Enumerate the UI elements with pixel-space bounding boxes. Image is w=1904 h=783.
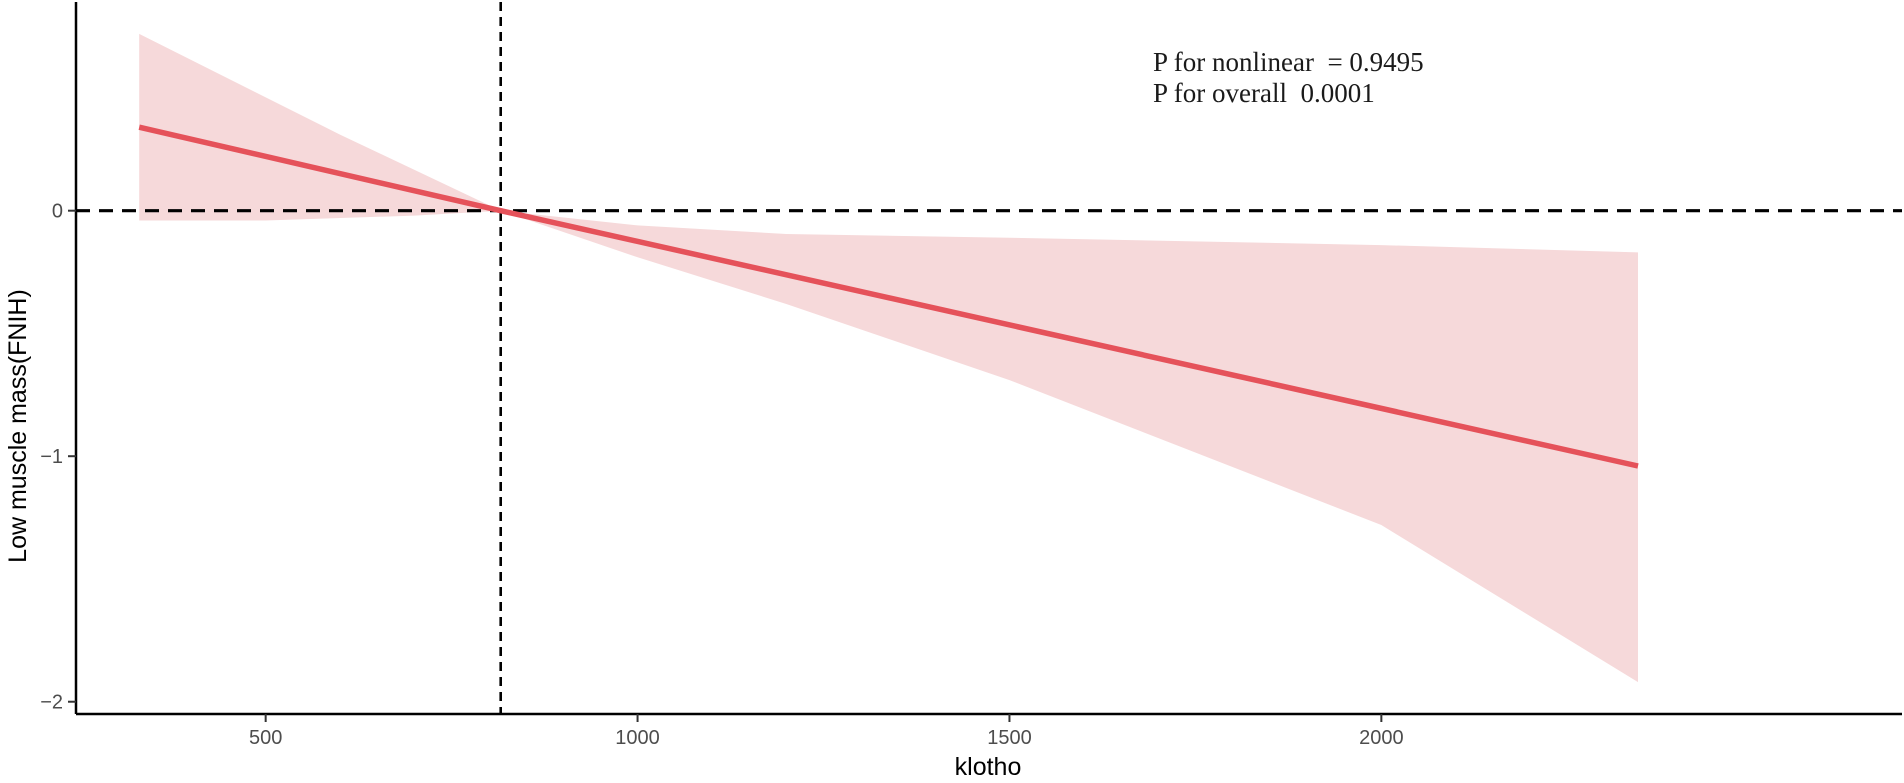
x-tick-label-1000: 1000 <box>615 727 660 749</box>
fit-line <box>138 124 1639 469</box>
confidence-band <box>139 33 1639 683</box>
y-tick-label--1: −1 <box>40 446 63 468</box>
axes-layer: 500 1000 1500 2000 0 −1 −2 <box>40 2 1902 749</box>
reference-lines-layer <box>76 2 1902 714</box>
y-tick-label-0: 0 <box>52 201 63 223</box>
y-tick-label--2: −2 <box>40 692 63 714</box>
y-axis-title: Low muscle mass(FNIH) <box>4 289 32 563</box>
x-axis-title: klotho <box>955 753 1022 781</box>
annotation-nonlinear: P for nonlinear = 0.9495 <box>1153 47 1424 77</box>
confidence-band-layer <box>139 33 1639 683</box>
annotation-overall: P for overall 0.0001 <box>1153 78 1375 108</box>
fit-line-layer <box>138 124 1639 469</box>
x-tick-label-500: 500 <box>249 727 282 749</box>
x-tick-label-2000: 2000 <box>1359 727 1404 749</box>
x-tick-label-1500: 1500 <box>987 727 1032 749</box>
